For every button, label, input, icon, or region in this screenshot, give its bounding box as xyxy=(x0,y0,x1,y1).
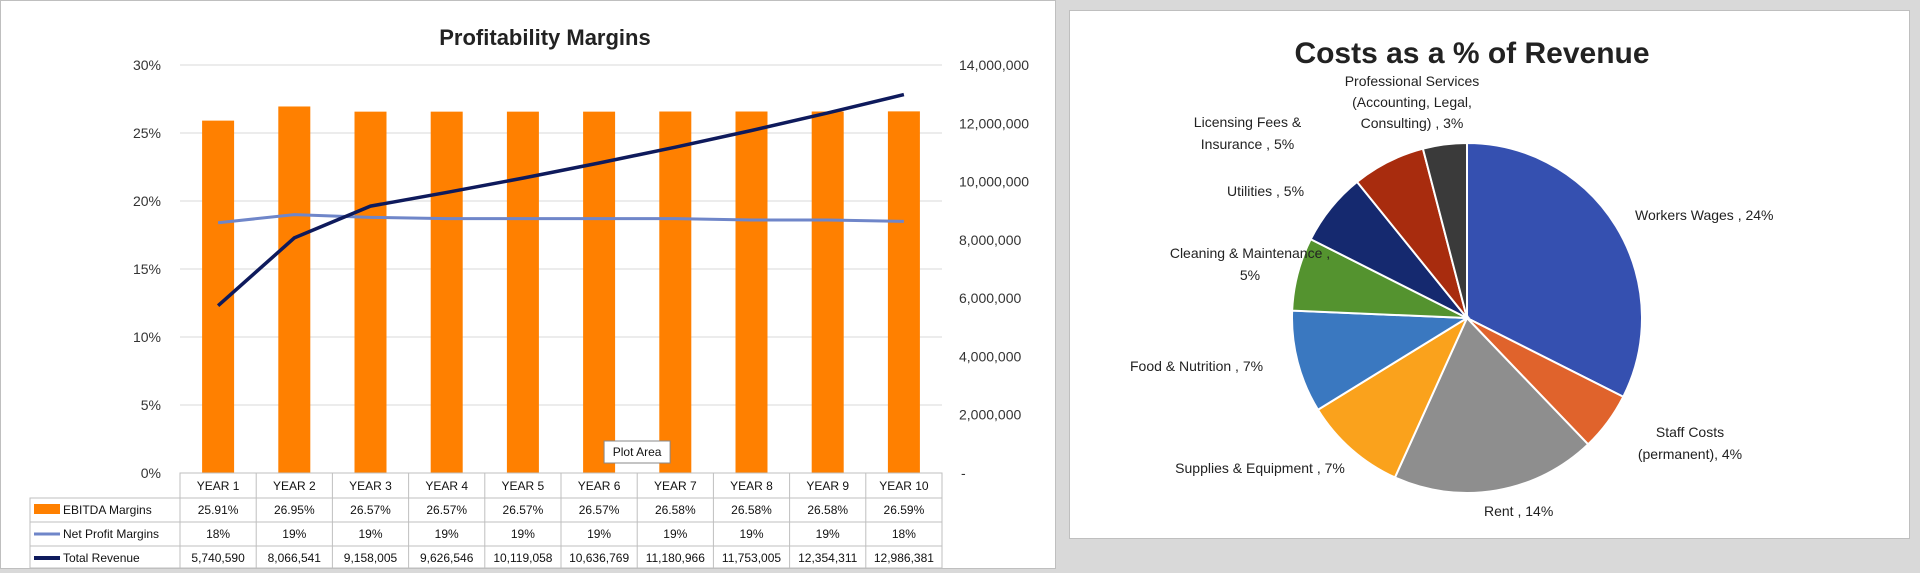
table-cell: 25.91% xyxy=(198,503,239,517)
table-cell: 9,626,546 xyxy=(420,551,474,565)
pie-label-utilities: Utilities , 5% xyxy=(1227,183,1305,199)
table-cell: 19% xyxy=(663,527,687,541)
table-cell: 19% xyxy=(816,527,840,541)
pie-label-food: Food & Nutrition , 7% xyxy=(1130,358,1264,374)
ebitda-bar[interactable] xyxy=(887,111,920,473)
costs-pie-chart[interactable]: Costs as a % of Revenue Workers Wages , … xyxy=(1069,10,1910,539)
right-axis-tick: 10,000,000 xyxy=(959,174,1029,190)
table-cell: 5,740,590 xyxy=(191,551,245,565)
table-cell: 19% xyxy=(282,527,306,541)
ebitda-bar[interactable] xyxy=(735,111,768,474)
ebitda-bar[interactable] xyxy=(506,111,539,473)
table-cell: 26.58% xyxy=(807,503,848,517)
pie-label-cleaning: Cleaning & Maintenance , 5% xyxy=(1169,245,1331,283)
table-cell: 12,354,311 xyxy=(798,551,857,565)
chart-title: Profitability Margins xyxy=(439,25,650,50)
table-cell: 11,753,005 xyxy=(722,551,781,565)
table-cell: 10,636,769 xyxy=(569,551,629,565)
total-revenue-line[interactable] xyxy=(216,92,905,308)
left-axis-tick: 15% xyxy=(133,261,161,277)
category-label: YEAR 2 xyxy=(273,479,316,493)
category-label: YEAR 5 xyxy=(502,479,545,493)
table-cell: 19% xyxy=(739,527,763,541)
pie-label-workers-wages: Workers Wages , 24% xyxy=(1635,207,1774,223)
pie-label-staff-costs: Staff Costs (permanent), 4% xyxy=(1637,424,1743,462)
table-cell: 26.57% xyxy=(579,503,620,517)
table-cell: 12,986,381 xyxy=(874,551,934,565)
right-axis-tick: 14,000,000 xyxy=(959,57,1029,73)
pie-label-licensing: Licensing Fees & Insurance , 5% xyxy=(1193,114,1302,152)
ebitda-legend-key xyxy=(34,504,60,514)
ebitda-bar[interactable] xyxy=(659,111,692,474)
right-axis-tick: 2,000,000 xyxy=(959,407,1021,423)
table-cell: 18% xyxy=(892,527,916,541)
table-cell: 19% xyxy=(435,527,459,541)
left-axis-tick: 5% xyxy=(141,397,161,413)
profitability-plot[interactable]: Profitability Margins 0% 5% 10% 15% 20% 25% 30… xyxy=(1,1,1055,568)
category-label: YEAR 10 xyxy=(879,479,929,493)
pie-label-professional: Professional Services (Accounting, Legal… xyxy=(1344,73,1480,131)
table-cell: 26.58% xyxy=(655,503,696,517)
left-axis-tick: 10% xyxy=(133,329,161,345)
pie-slice[interactable] xyxy=(1393,316,1590,494)
legend-label: EBITDA Margins xyxy=(63,503,152,517)
table-cell: 26.57% xyxy=(350,503,391,517)
table-cell: 19% xyxy=(511,527,535,541)
table-cell: 19% xyxy=(587,527,611,541)
category-label: YEAR 4 xyxy=(425,479,468,493)
ebitda-bar[interactable] xyxy=(354,111,387,473)
category-label: YEAR 3 xyxy=(349,479,392,493)
pie-slice[interactable] xyxy=(1421,141,1468,319)
category-label: YEAR 7 xyxy=(654,479,697,493)
left-axis-tick: 0% xyxy=(141,465,161,481)
pie-plot[interactable]: Costs as a % of Revenue xyxy=(1070,11,1909,538)
ebitda-bar[interactable] xyxy=(811,111,844,474)
plot-area-tooltip-text: Plot Area xyxy=(613,445,662,459)
table-cell: 10,119,058 xyxy=(493,551,552,565)
right-axis-tick: 12,000,000 xyxy=(959,115,1029,131)
profitability-chart[interactable]: Profitability Margins 0% 5% 10% 15% 20% 25% 30… xyxy=(0,0,1056,569)
table-cell: 26.57% xyxy=(426,503,467,517)
legend-label: Net Profit Margins xyxy=(63,527,159,541)
left-axis-tick: 20% xyxy=(133,193,161,209)
ebitda-bar[interactable] xyxy=(278,106,311,473)
legend-label: Total Revenue xyxy=(63,551,140,565)
plot-area-tooltip xyxy=(603,440,671,464)
right-axis-tick: - xyxy=(961,465,966,481)
table-cell: 8,066,541 xyxy=(268,551,322,565)
pie-label-supplies: Supplies & Equipment , 7% xyxy=(1175,460,1345,476)
ebitda-bar[interactable] xyxy=(430,111,463,473)
right-axis-tick: 6,000,000 xyxy=(959,290,1021,306)
left-axis-tick: 25% xyxy=(133,125,161,141)
table-cell: 19% xyxy=(358,527,382,541)
left-axis-tick: 30% xyxy=(133,57,161,73)
table-cell: 26.57% xyxy=(503,503,544,517)
category-label: YEAR 8 xyxy=(730,479,773,493)
table-cell: 18% xyxy=(206,527,230,541)
net-profit-line[interactable] xyxy=(217,213,904,225)
table-cell: 26.95% xyxy=(274,503,315,517)
category-label: YEAR 6 xyxy=(578,479,621,493)
pie-slice[interactable] xyxy=(1291,309,1471,412)
right-axis-tick: 4,000,000 xyxy=(959,348,1021,364)
ebitda-bar[interactable] xyxy=(583,111,616,473)
right-axis-tick: 8,000,000 xyxy=(959,232,1021,248)
pie-title: Costs as a % of Revenue xyxy=(1294,37,1649,70)
pie-slice[interactable] xyxy=(1466,141,1643,399)
table-cell: 11,180,966 xyxy=(646,551,705,565)
pie-label-rent: Rent , 14% xyxy=(1484,503,1554,519)
table-cell: 26.58% xyxy=(731,503,772,517)
table-cell: 9,158,005 xyxy=(344,551,398,565)
category-label: YEAR 9 xyxy=(806,479,849,493)
category-label: YEAR 1 xyxy=(197,479,240,493)
table-cell: 26.59% xyxy=(884,503,925,517)
pie-slice[interactable] xyxy=(1316,315,1470,479)
